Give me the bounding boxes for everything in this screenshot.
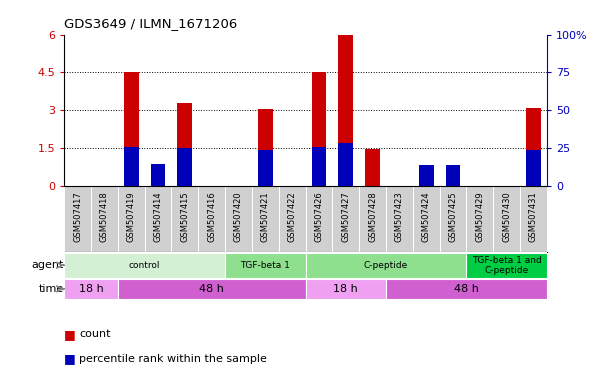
- Text: ■: ■: [64, 353, 80, 366]
- Text: C-peptide: C-peptide: [364, 261, 408, 270]
- Text: TGF-beta 1 and
C-peptide: TGF-beta 1 and C-peptide: [472, 255, 541, 275]
- Bar: [177, 148, 192, 186]
- Bar: [413, 186, 439, 252]
- Text: 48 h: 48 h: [454, 284, 479, 294]
- Bar: [359, 186, 386, 252]
- Bar: [177, 103, 192, 186]
- Text: GSM507418: GSM507418: [100, 191, 109, 242]
- Bar: [64, 253, 225, 278]
- Text: GSM507416: GSM507416: [207, 191, 216, 242]
- Bar: [279, 186, 306, 252]
- Bar: [172, 186, 198, 252]
- Bar: [526, 108, 541, 186]
- Bar: [118, 186, 145, 252]
- Bar: [151, 164, 166, 186]
- Text: GSM507425: GSM507425: [448, 191, 458, 242]
- Bar: [386, 279, 547, 299]
- Bar: [365, 149, 380, 186]
- Bar: [151, 180, 166, 186]
- Text: control: control: [129, 261, 160, 270]
- Text: time: time: [38, 284, 64, 294]
- Bar: [332, 186, 359, 252]
- Text: GSM507415: GSM507415: [180, 191, 189, 242]
- Bar: [493, 186, 520, 252]
- Text: 18 h: 18 h: [79, 284, 103, 294]
- Bar: [225, 186, 252, 252]
- Text: GSM507429: GSM507429: [475, 191, 485, 242]
- Text: percentile rank within the sample: percentile rank within the sample: [79, 354, 267, 364]
- Bar: [312, 73, 326, 186]
- Text: GSM507424: GSM507424: [422, 191, 431, 242]
- Bar: [258, 109, 273, 186]
- Bar: [225, 253, 306, 278]
- Text: GSM507426: GSM507426: [315, 191, 323, 242]
- Text: GSM507422: GSM507422: [288, 191, 296, 242]
- Text: 18 h: 18 h: [334, 284, 358, 294]
- Bar: [306, 279, 386, 299]
- Text: GDS3649 / ILMN_1671206: GDS3649 / ILMN_1671206: [64, 17, 238, 30]
- Text: GSM507428: GSM507428: [368, 191, 377, 242]
- Text: 48 h: 48 h: [199, 284, 224, 294]
- Text: count: count: [79, 329, 111, 339]
- Bar: [124, 73, 139, 186]
- Bar: [198, 186, 225, 252]
- Bar: [145, 186, 172, 252]
- Bar: [419, 165, 434, 186]
- Bar: [252, 186, 279, 252]
- Bar: [520, 186, 547, 252]
- Bar: [419, 183, 434, 186]
- Bar: [258, 150, 273, 186]
- Text: GSM507430: GSM507430: [502, 191, 511, 242]
- Text: GSM507414: GSM507414: [153, 191, 163, 242]
- Text: GSM507419: GSM507419: [126, 191, 136, 242]
- Bar: [338, 143, 353, 186]
- Text: ■: ■: [64, 328, 80, 341]
- Bar: [466, 253, 547, 278]
- Bar: [124, 147, 139, 186]
- Bar: [118, 279, 306, 299]
- Bar: [306, 253, 466, 278]
- Bar: [445, 179, 460, 186]
- Bar: [466, 186, 493, 252]
- Text: agent: agent: [31, 260, 64, 270]
- Bar: [64, 186, 91, 252]
- Text: GSM507427: GSM507427: [341, 191, 350, 242]
- Text: TGF-beta 1: TGF-beta 1: [240, 261, 290, 270]
- Bar: [338, 35, 353, 186]
- Bar: [312, 147, 326, 186]
- Text: GSM507420: GSM507420: [234, 191, 243, 242]
- Text: GSM507421: GSM507421: [261, 191, 270, 242]
- Text: GSM507423: GSM507423: [395, 191, 404, 242]
- Bar: [439, 186, 466, 252]
- Bar: [386, 186, 413, 252]
- Text: GSM507417: GSM507417: [73, 191, 82, 242]
- Bar: [526, 150, 541, 186]
- Bar: [91, 186, 118, 252]
- Bar: [64, 279, 118, 299]
- Bar: [306, 186, 332, 252]
- Text: GSM507431: GSM507431: [529, 191, 538, 242]
- Bar: [445, 165, 460, 186]
